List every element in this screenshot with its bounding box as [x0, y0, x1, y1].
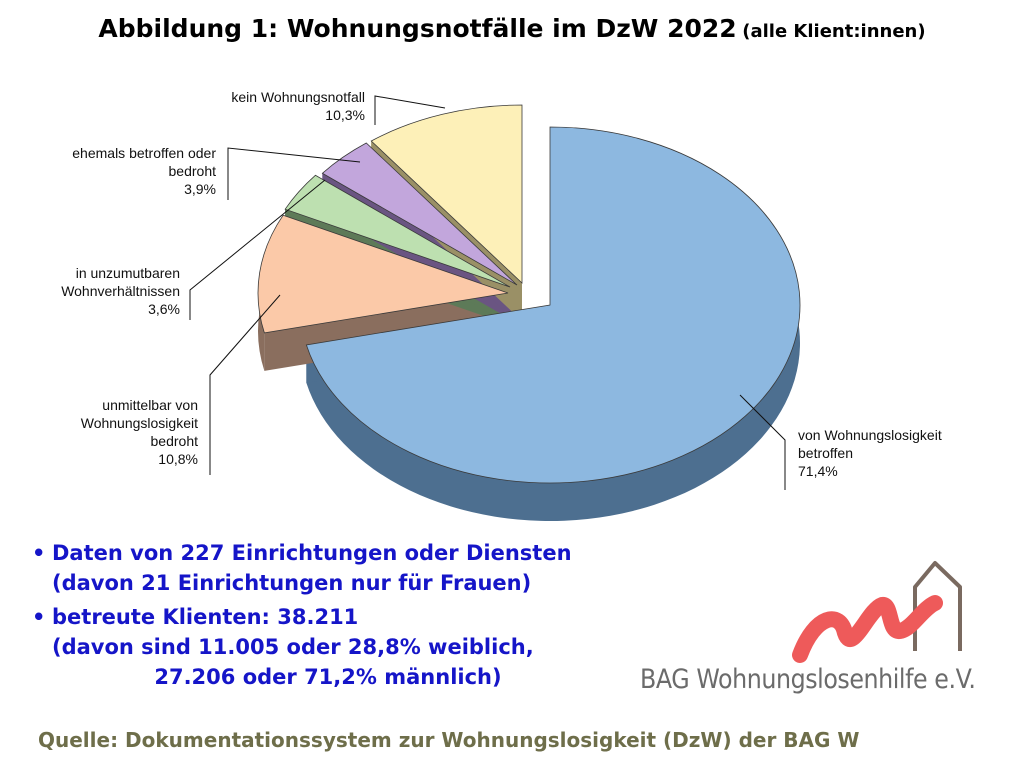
slice-label: unmittelbar von Wohnungslosigkeit bedroht 1… [81, 397, 198, 467]
title-sub: (alle Klient:innen) [742, 21, 926, 42]
bullet-dot: • [32, 605, 46, 629]
bullet-line: Daten von 227 Einrichtungen oder Dienste… [52, 541, 572, 565]
slice-label: von Wohnungslosigkeit betroffen 71,4% [798, 427, 942, 479]
logo-swoosh-icon [792, 595, 943, 663]
source-note: Quelle: Dokumentationssystem zur Wohnung… [38, 728, 860, 752]
pie-slice [284, 174, 511, 288]
info-bullets: • Daten von 227 Einrichtungen oder Diens… [32, 538, 672, 696]
slice-label: ehemals betroffen oder bedroht 3,9% [72, 145, 216, 197]
pie-slice [321, 142, 518, 286]
pie-slice [370, 104, 523, 284]
page-title: Abbildung 1: Wohnungsnotfälle im DzW 202… [0, 14, 1024, 43]
logo-text: BAG Wohnungslosenhilfe e.V. [640, 664, 976, 695]
bullet-item: • Daten von 227 Einrichtungen oder Diens… [32, 538, 672, 598]
pie-slice [305, 126, 801, 484]
leader-line [374, 95, 446, 125]
leader-line [739, 394, 786, 490]
bullet-item: • betreute Klienten: 38.211 (davon sind … [32, 602, 672, 692]
bullet-line: (davon 21 Einrichtungen nur für Frauen) [52, 571, 532, 595]
bullet-dot: • [32, 541, 46, 565]
logo-graphic [792, 561, 962, 663]
logo-house-icon [913, 561, 962, 651]
leader-line [189, 179, 326, 320]
bullet-line: betreute Klienten: 38.211 [52, 605, 359, 629]
slice-label: kein Wohnungsnotfall 10,3% [231, 89, 365, 123]
title-main: Abbildung 1: Wohnungsnotfälle im DzW 202… [98, 14, 737, 43]
bullet-line: (davon sind 11.005 oder 28,8% weiblich, [52, 635, 534, 659]
leader-line [227, 147, 361, 200]
leader-line [209, 294, 281, 475]
slice-label: in unzumutbaren Wohnverhältnissen 3,6% [61, 265, 180, 317]
bullet-line: 27.206 oder 71,2% männlich) [52, 665, 502, 689]
pie-slice [257, 214, 509, 334]
